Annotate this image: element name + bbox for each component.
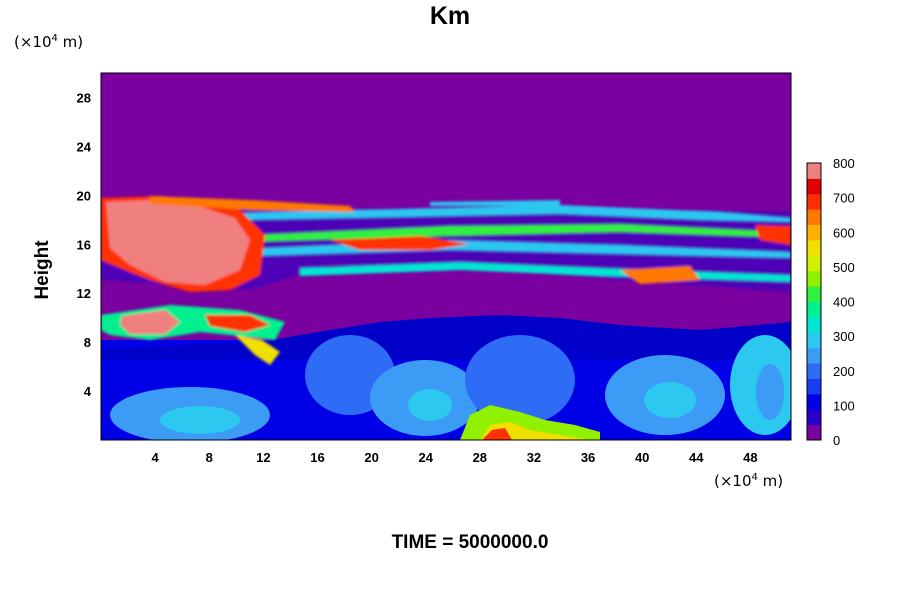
colorbar-tick-label: 200 [833, 364, 855, 379]
colorbar-segment [807, 239, 821, 256]
band-2 [250, 224, 791, 242]
y-tick-label: 20 [77, 188, 91, 203]
y-tick-label: 24 [77, 139, 92, 154]
colorbar-segment [807, 286, 821, 302]
mid-patch-core [120, 310, 180, 334]
surface-hotspot-red [482, 428, 512, 440]
colorbar-segment [807, 378, 821, 395]
band-8 [430, 200, 560, 206]
y-tick-label: 12 [77, 286, 91, 301]
colorbar-tick-label: 700 [833, 191, 855, 206]
colorbar-tick-label: 800 [833, 156, 855, 171]
colorbar-tick-label: 600 [833, 225, 855, 240]
x-tick-label: 12 [256, 450, 270, 465]
x-tick-label: 24 [418, 450, 433, 465]
colorbar-segment [807, 424, 821, 441]
band-7 [755, 225, 791, 245]
mid-patch-red [205, 315, 270, 332]
colorbar-segment [807, 393, 821, 410]
eddy-4 [465, 335, 575, 425]
colorbar-segment [807, 193, 821, 210]
x-tick-label: 16 [310, 450, 324, 465]
colorbar-tick-label: 100 [833, 398, 855, 413]
band-6 [620, 266, 700, 284]
colorbar-segment [807, 409, 821, 426]
colorbar-segment [807, 316, 821, 333]
y-tick-group: 4 8 12 16 20 24 28 [77, 90, 92, 399]
x-tick-label: 8 [206, 450, 213, 465]
colorbar-segment [807, 332, 821, 349]
high-patch-left-top [150, 196, 355, 212]
x-tick-label: 4 [152, 450, 160, 465]
colorbar-segment [807, 224, 821, 241]
colorbar-segment [807, 363, 821, 379]
high-patch-left-core [106, 200, 250, 285]
time-footer: TIME = 5000000.0 [391, 532, 549, 553]
eddy-1-core [160, 406, 240, 434]
x-tick-label: 40 [635, 450, 649, 465]
y-tick-label: 8 [84, 335, 91, 350]
colorbar-segment [807, 347, 821, 364]
colorbar-segment [807, 209, 821, 226]
eddy-3-core [408, 389, 452, 421]
y-tick-label: 16 [77, 237, 91, 252]
field-layers [101, 196, 791, 440]
x-tick-label: 44 [689, 450, 704, 465]
x-unit-label: (×104 m) [714, 472, 784, 490]
colorbar-tick-label: 400 [833, 295, 855, 310]
y-tick-label: 28 [77, 90, 91, 105]
x-tick-label: 32 [527, 450, 541, 465]
y-unit-label: (×104 m) [14, 33, 84, 51]
y-tick-label: 4 [84, 384, 92, 399]
colorbar-tick-label: 300 [833, 329, 855, 344]
colorbar: 0 100 200 300 400 500 600 700 800 [806, 156, 855, 448]
x-tick-label: 48 [743, 450, 757, 465]
x-tick-label: 36 [581, 450, 595, 465]
x-tick-label: 28 [473, 450, 487, 465]
colorbar-segment [807, 163, 821, 179]
eddy-5-core [644, 382, 696, 418]
colorbar-segment [807, 270, 821, 287]
x-tick-label: 20 [364, 450, 378, 465]
x-tick-group: 4 8 12 16 20 24 28 32 36 40 44 48 [152, 450, 758, 465]
band-5 [330, 236, 470, 250]
colorbar-segment [807, 255, 821, 272]
colorbar-tick-label: 500 [833, 260, 855, 275]
colorbar-segment [807, 301, 821, 318]
chart-title: Km [429, 2, 471, 30]
colorbar-segment [807, 178, 821, 195]
colorbar-tick-label: 0 [833, 433, 840, 448]
plot-frame [100, 72, 792, 441]
colorbar-frame [806, 162, 822, 441]
eddy-6-core [756, 364, 784, 420]
band-1 [150, 205, 791, 222]
mid-plume [235, 335, 280, 365]
